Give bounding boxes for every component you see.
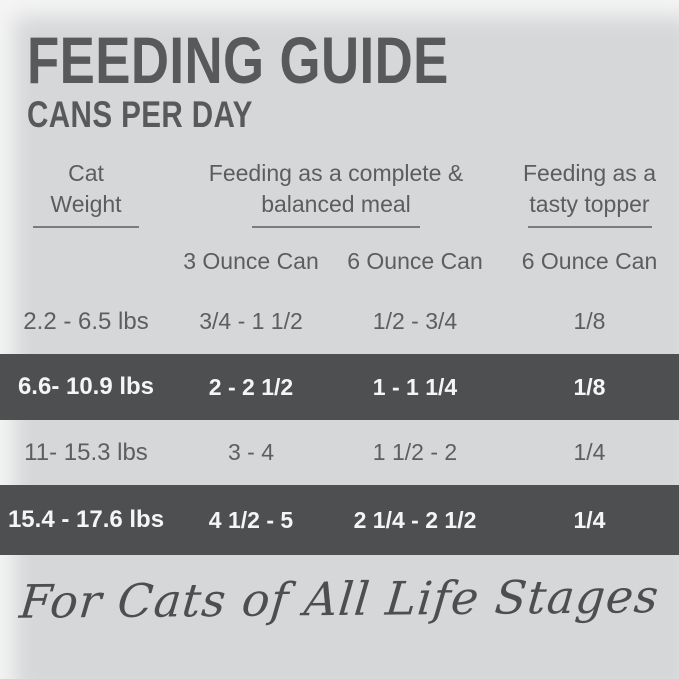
life-stages-tagline: For Cats of All Life Stages bbox=[17, 569, 662, 629]
6oz-can-value: 1 - 1 1/4 bbox=[372, 373, 458, 400]
3oz-can-value: 4 1/2 - 5 bbox=[208, 506, 294, 533]
6oz-can-value: 2 1/4 - 2 1/2 bbox=[353, 506, 477, 533]
table-subheader-row: 3 Ounce Can 6 Ounce Can 6 Ounce Can bbox=[0, 248, 679, 275]
column-header-line: Feeding as a complete & bbox=[208, 160, 464, 186]
page-title: FEEDING GUIDE bbox=[27, 23, 449, 97]
cat-weight-value: 2.2 - 6.5 lbs bbox=[23, 307, 149, 335]
cat-weight-value: 15.4 - 17.6 lbs bbox=[7, 506, 165, 533]
subheader-6oz-can: 6 Ounce Can bbox=[347, 248, 483, 274]
3oz-can-value: 3 - 4 bbox=[227, 439, 275, 465]
table-row-highlighted: 6.6- 10.9 lbs 2 - 2 1/2 1 - 1 1/4 1/8 bbox=[0, 354, 679, 420]
header-underline bbox=[33, 226, 139, 228]
table-row: 11- 15.3 lbs 3 - 4 1 1/2 - 2 1/4 bbox=[0, 420, 679, 485]
header-underline bbox=[527, 226, 652, 228]
column-header-line: Weight bbox=[50, 191, 122, 217]
column-header-line: Cat bbox=[68, 160, 104, 186]
column-header-complete-meal: Feeding as a complete & balanced meal bbox=[172, 158, 500, 228]
cat-weight-value: 11- 15.3 lbs bbox=[24, 438, 148, 466]
column-header-line: Feeding as a bbox=[523, 160, 656, 186]
3oz-can-value: 2 - 2 1/2 bbox=[208, 373, 294, 400]
subheader-spacer bbox=[0, 248, 172, 275]
table-row: 2.2 - 6.5 lbs 3/4 - 1 1/2 1/2 - 3/4 1/8 bbox=[0, 289, 679, 354]
column-header-line: balanced meal bbox=[261, 191, 411, 217]
topper-value: 1/4 bbox=[573, 506, 606, 533]
header-underline bbox=[252, 226, 420, 228]
cat-weight-value: 6.6- 10.9 lbs bbox=[17, 373, 155, 400]
topper-value: 1/8 bbox=[573, 308, 606, 334]
3oz-can-value: 3/4 - 1 1/2 bbox=[199, 308, 303, 334]
subheader-3oz-can: 3 Ounce Can bbox=[183, 248, 319, 274]
6oz-can-value: 1/2 - 3/4 bbox=[372, 308, 458, 334]
column-header-line: tasty topper bbox=[529, 191, 650, 217]
page-subtitle: CANS PER DAY bbox=[27, 94, 253, 135]
column-header-tasty-topper: Feeding as a tasty topper bbox=[500, 158, 679, 228]
topper-value: 1/4 bbox=[573, 439, 606, 465]
table-body: 2.2 - 6.5 lbs 3/4 - 1 1/2 1/2 - 3/4 1/8 … bbox=[0, 289, 679, 555]
topper-value: 1/8 bbox=[573, 373, 606, 400]
table-row-highlighted: 15.4 - 17.6 lbs 4 1/2 - 5 2 1/4 - 2 1/2 … bbox=[0, 485, 679, 555]
6oz-can-value: 1 1/2 - 2 bbox=[372, 439, 458, 465]
table-header-row: Cat Weight Feeding as a complete & balan… bbox=[0, 158, 679, 228]
column-header-cat-weight: Cat Weight bbox=[0, 158, 172, 228]
subheader-topper-6oz-can: 6 Ounce Can bbox=[521, 248, 658, 274]
feeding-table: Cat Weight Feeding as a complete & balan… bbox=[0, 158, 679, 555]
